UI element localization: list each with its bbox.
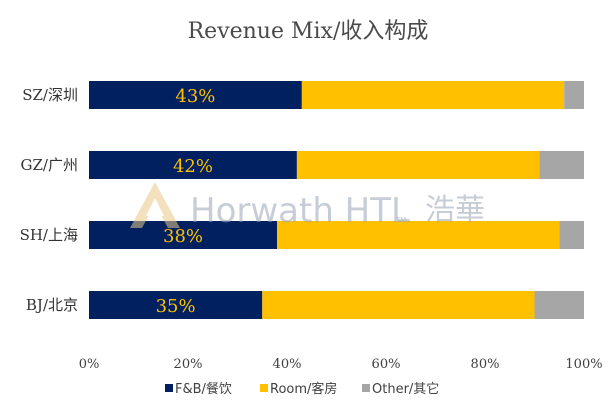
watermark-brand: Horwath HTL — [190, 191, 410, 231]
category-label-sz: SZ/深圳 — [22, 86, 78, 104]
bar-bj-series-2 — [534, 291, 584, 319]
x-tick-label-3: 60% — [372, 357, 401, 372]
horwath-logo-icon — [130, 182, 180, 228]
category-label-gz: GZ/广州 — [21, 156, 78, 174]
category-label-sh: SH/上海 — [20, 226, 78, 244]
bar-bj-series-0 — [89, 291, 263, 319]
x-tick-label-2: 40% — [273, 357, 302, 372]
legend-swatch-other — [362, 384, 370, 392]
data-label-gz: 42% — [173, 156, 213, 177]
data-label-sh: 38% — [163, 226, 203, 247]
legend-swatch-fnb — [165, 384, 173, 392]
chart-title: Revenue Mix/收入构成 — [188, 19, 429, 44]
legend-label-room: Room/客房 — [270, 381, 337, 397]
bar-sz-series-2 — [564, 81, 584, 109]
x-tick-label-0: 0% — [79, 357, 100, 372]
x-tick-label-5: 100% — [565, 357, 602, 372]
bar-sz-series-1 — [301, 81, 565, 109]
bar-bj-series-1 — [262, 291, 535, 319]
x-tick-label-1: 20% — [174, 357, 203, 372]
legend-label-other: Other/其它 — [372, 381, 439, 397]
legend-label-fnb: F&B/餐饮 — [175, 381, 232, 397]
legend: F&B/餐饮 Room/客房 Other/其它 — [165, 381, 439, 397]
bar-sh-series-0 — [89, 221, 278, 249]
bar-gz-series-0 — [89, 151, 297, 179]
bar-gz-series-1 — [296, 151, 540, 179]
watermark: Horwath HTL TM 浩華 — [130, 182, 485, 231]
category-label-bj: BJ/北京 — [26, 296, 78, 314]
data-label-bj: 35% — [156, 296, 196, 317]
bar-sh-series-2 — [559, 221, 584, 249]
watermark-chinese: 浩華 — [425, 193, 485, 228]
bars-layer: SZ/深圳 43% GZ/广州 42% SH/上海 38% BJ/北京 35% 0% 20% 40%… — [20, 81, 603, 372]
bar-gz-series-2 — [539, 151, 584, 179]
legend-swatch-room — [260, 384, 268, 392]
bar-sh-series-1 — [277, 221, 560, 249]
data-label-sz: 43% — [175, 86, 215, 107]
x-tick-label-4: 80% — [471, 357, 500, 372]
watermark-trademark: TM — [395, 216, 406, 224]
bar-sz-series-0 — [89, 81, 302, 109]
